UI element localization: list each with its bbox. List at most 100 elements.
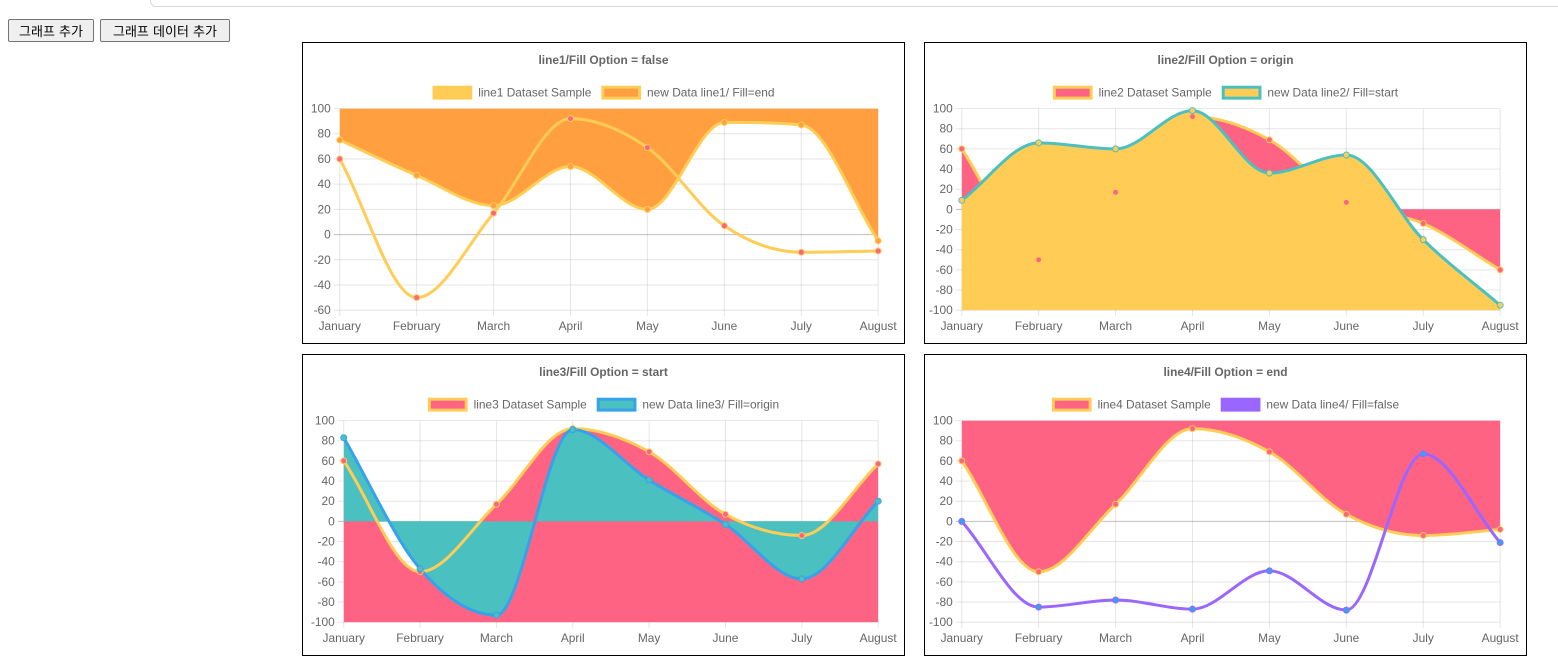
add-graph-data-button[interactable]: 그래프 데이터 추가: [100, 19, 230, 42]
data-point: [569, 426, 577, 434]
data-point: [643, 205, 651, 213]
line-layer: [958, 107, 1504, 309]
y-tick-label: 0: [946, 514, 953, 528]
y-tick-label: 20: [940, 182, 954, 196]
data-point: [1035, 568, 1043, 576]
series-fill: [961, 420, 1501, 572]
data-point: [958, 457, 966, 465]
legend-label: line2 Dataset Sample: [1099, 86, 1213, 100]
data-point: [874, 247, 882, 255]
data-point: [721, 510, 729, 518]
data-point: [1342, 606, 1350, 614]
legend-label: new Data line1/ Fill=end: [647, 86, 774, 100]
x-tick-label: April: [1181, 631, 1205, 645]
chart-title: line4/Fill Option = end: [1163, 365, 1287, 379]
y-tick-label: 60: [318, 152, 332, 166]
data-point: [340, 457, 348, 465]
data-point: [874, 460, 882, 468]
y-tick-label: -40: [936, 555, 954, 569]
chart-line1: line1/Fill Option = false line1 Dataset S…: [302, 42, 905, 344]
chart-title: line2/Fill Option = origin: [1158, 53, 1294, 67]
y-tick-label: 100: [933, 414, 953, 428]
x-tick-label: January: [323, 631, 365, 645]
x-tick-label: February: [1015, 631, 1063, 645]
data-point: [797, 248, 805, 256]
x-tick-label: April: [1181, 319, 1205, 333]
data-point: [567, 163, 574, 171]
fill-layer: [961, 110, 1501, 311]
data-point: [1189, 605, 1196, 613]
x-tick-label: January: [941, 319, 983, 333]
x-tick-label: February: [396, 631, 444, 645]
data-point: [1496, 266, 1504, 274]
data-point: [413, 294, 421, 302]
data-point: [1112, 596, 1120, 604]
data-point: [490, 202, 498, 210]
data-point: [1265, 567, 1273, 575]
y-tick-label: -100: [311, 615, 335, 629]
y-tick-label: 40: [318, 177, 332, 191]
data-point: [958, 196, 966, 204]
x-tick-label: July: [791, 631, 812, 645]
y-tick-label: 80: [940, 122, 954, 136]
data-point: [1112, 145, 1120, 153]
data-point: [874, 237, 882, 245]
data-point: [798, 532, 806, 539]
data-point: [1035, 139, 1043, 147]
x-tick-label: February: [1015, 319, 1063, 333]
chart-legend: line4 Dataset Sample new Data line4/ Fill…: [1051, 397, 1399, 412]
x-tick-label: April: [559, 319, 583, 333]
line-layer: [340, 425, 882, 619]
add-graph-button[interactable]: 그래프 추가: [8, 19, 94, 42]
data-point: [1419, 220, 1427, 227]
legend-label: line3 Dataset Sample: [474, 398, 588, 412]
x-tick-label: August: [1482, 631, 1520, 645]
data-point: [1265, 169, 1273, 177]
y-tick-label: 0: [324, 228, 331, 242]
y-tick-label: 0: [946, 202, 953, 216]
data-point: [490, 209, 498, 217]
data-point: [567, 115, 574, 123]
chart-line3-canvas: line3/Fill Option = start line3 Dataset S…: [311, 365, 897, 645]
data-point: [1419, 532, 1427, 539]
x-tick-label: May: [1258, 631, 1281, 645]
series-fill: [961, 110, 1501, 311]
data-point: [797, 121, 805, 129]
y-tick-label: 100: [311, 102, 331, 116]
y-tick-label: -60: [318, 575, 336, 589]
x-tick-label: June: [1333, 631, 1359, 645]
x-tick-label: July: [1413, 319, 1434, 333]
x-tick-label: February: [393, 319, 441, 333]
data-point: [336, 136, 344, 144]
data-point: [958, 145, 966, 153]
y-tick-label: 60: [940, 142, 954, 156]
y-tick-label: 40: [940, 474, 954, 488]
y-tick-label: -60: [936, 263, 954, 277]
data-point: [874, 497, 882, 505]
legend-label: new Data line4/ Fill=false: [1266, 398, 1399, 412]
y-tick-label: 20: [318, 202, 332, 216]
legend-swatch: [1221, 85, 1262, 100]
y-tick-label: 20: [940, 494, 954, 508]
data-point: [643, 144, 651, 152]
x-tick-label: January: [941, 631, 983, 645]
legend-label: line1 Dataset Sample: [478, 86, 592, 100]
x-tick-label: March: [1099, 319, 1132, 333]
x-tick-label: July: [1413, 631, 1434, 645]
data-point: [340, 434, 348, 442]
y-tick-label: 80: [322, 434, 336, 448]
legend-swatch: [1220, 397, 1261, 412]
x-tick-label: June: [713, 631, 739, 645]
data-point: [958, 517, 966, 525]
line-layer: [958, 425, 1504, 614]
data-point: [1496, 301, 1504, 309]
series-fill: [343, 429, 879, 616]
legend-label: new Data line2/ Fill=start: [1267, 86, 1398, 100]
y-tick-label: -20: [318, 535, 336, 549]
y-tick-label: -20: [314, 253, 332, 267]
y-tick-label: -60: [314, 303, 332, 317]
data-point: [1189, 113, 1196, 121]
x-tick-label: March: [477, 319, 510, 333]
series-fill: [339, 108, 879, 241]
y-tick-label: -100: [929, 615, 953, 629]
